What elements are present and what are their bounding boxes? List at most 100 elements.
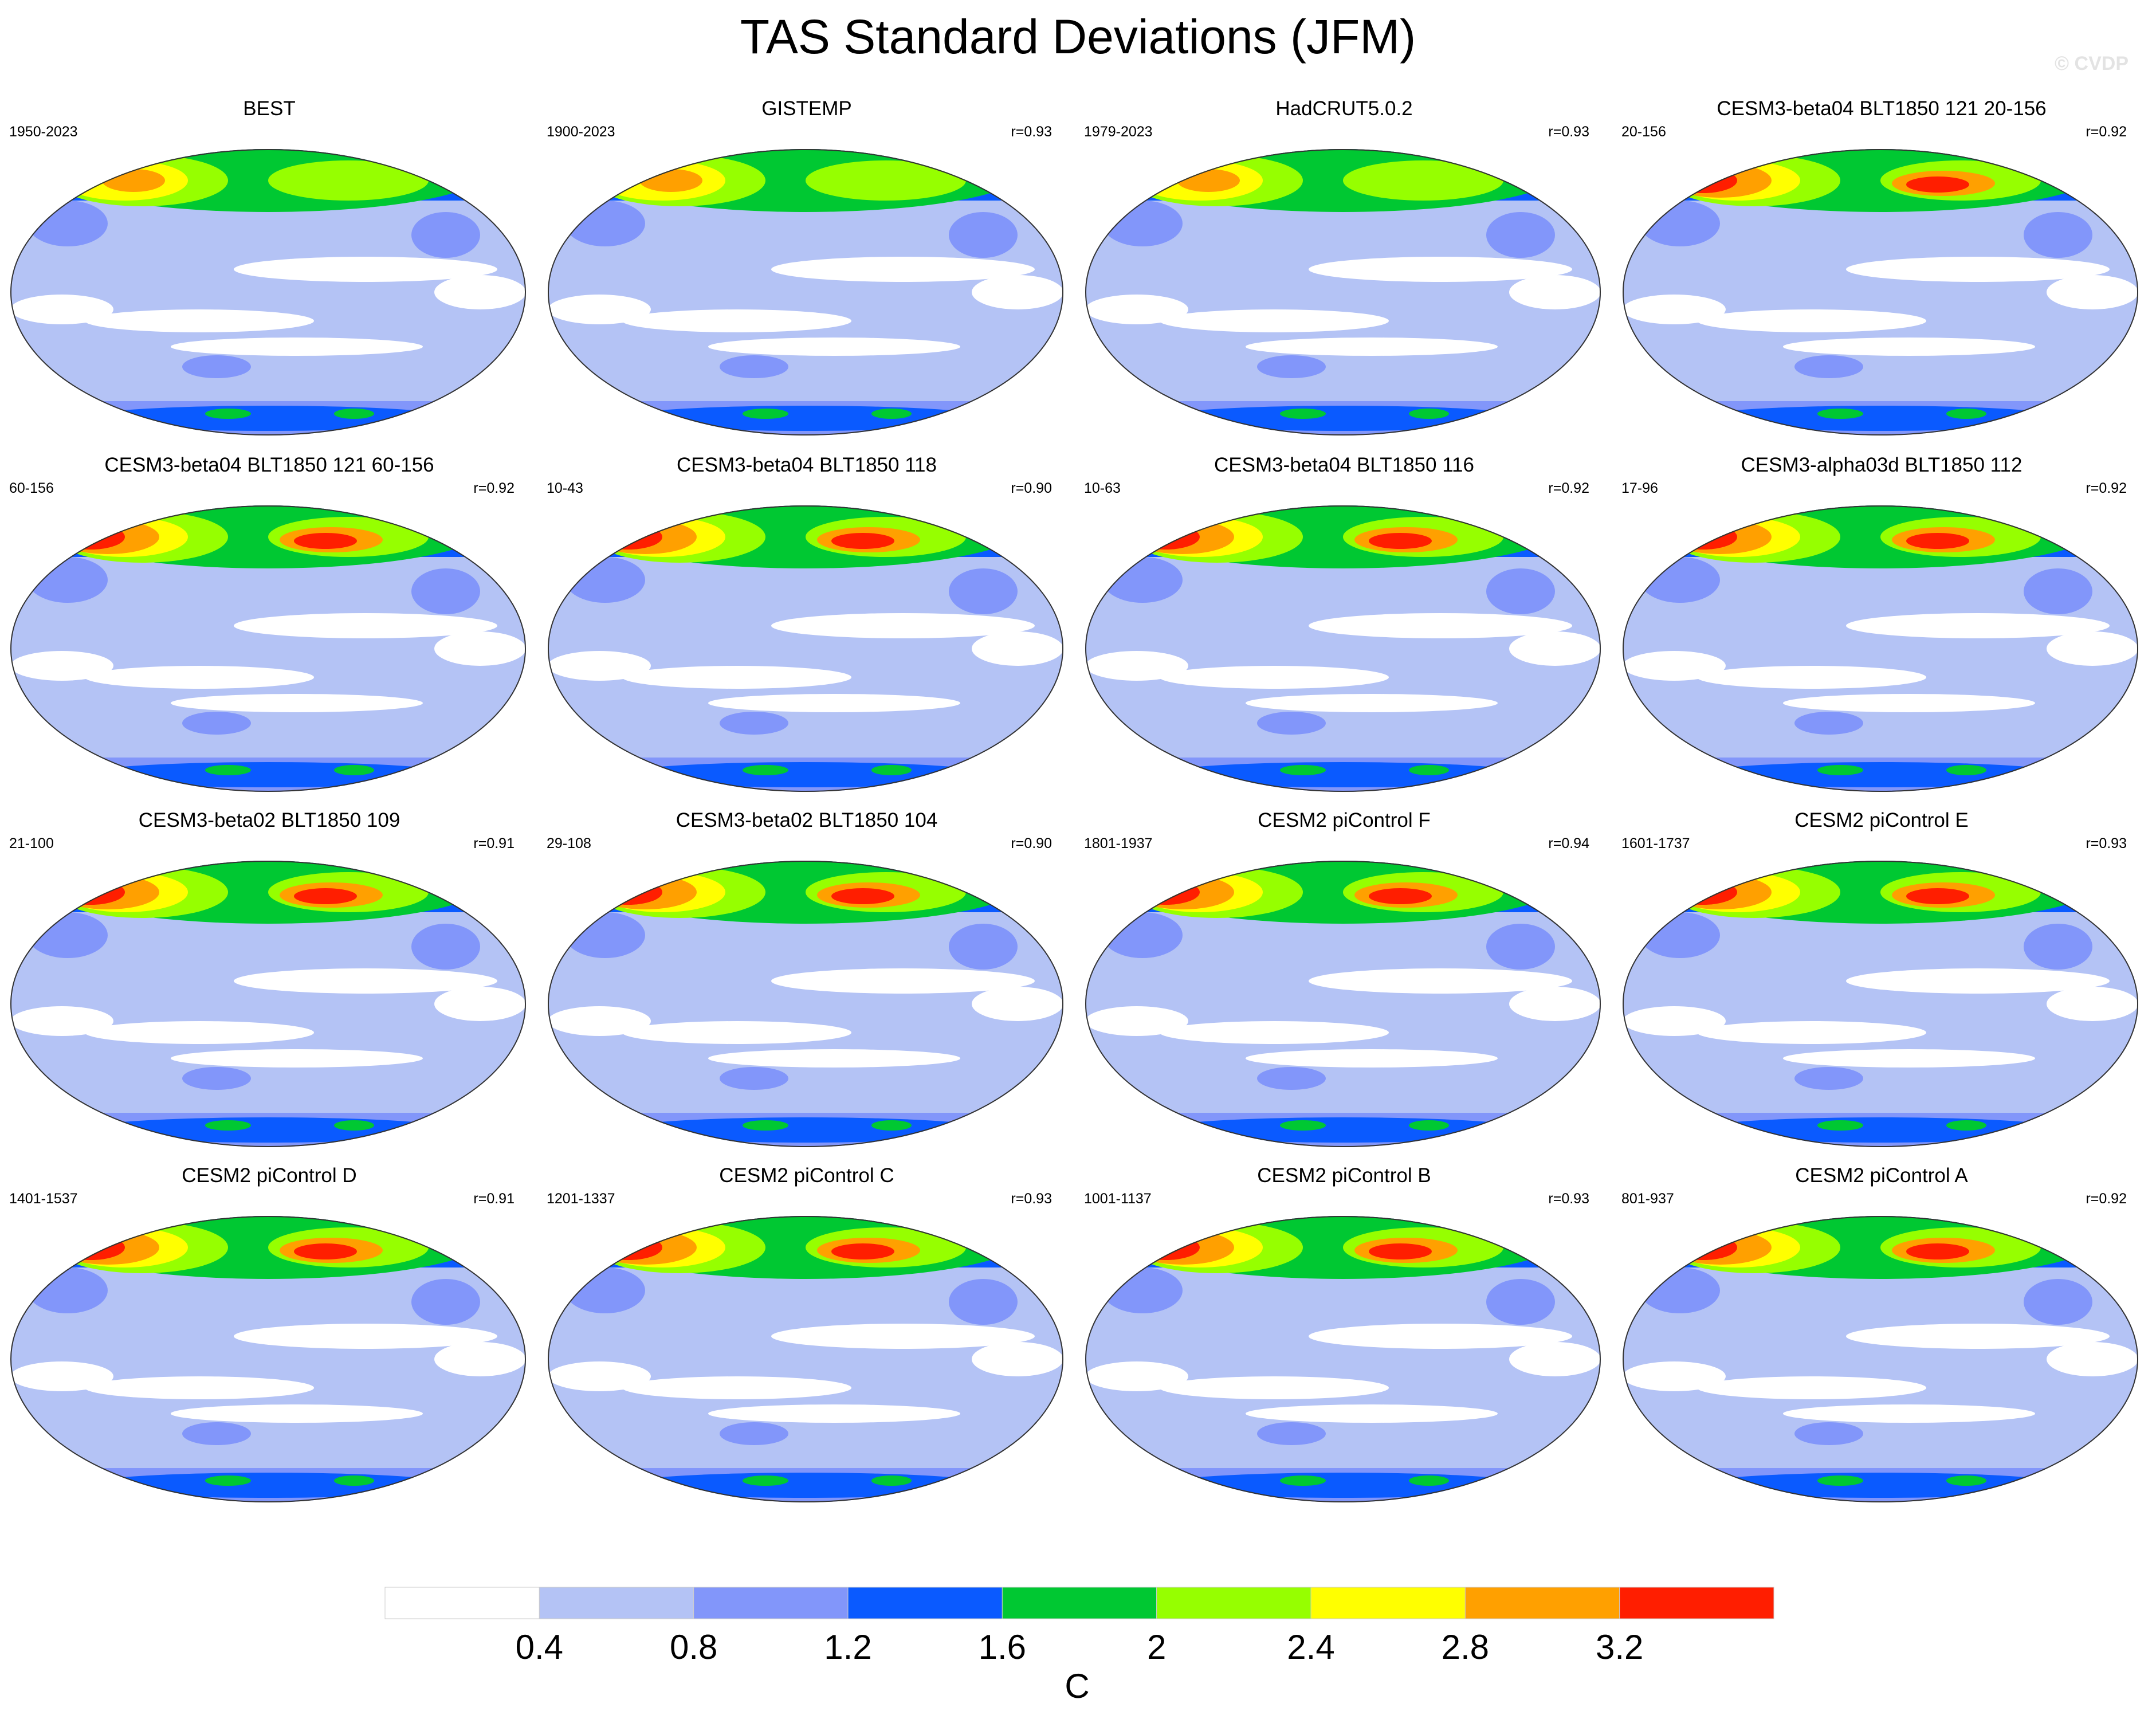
panel-correlation: r=0.93 xyxy=(1548,1191,1589,1207)
panel-correlation: r=0.91 xyxy=(473,1191,515,1207)
map-outline xyxy=(1085,1216,1601,1502)
midlat-patch xyxy=(565,557,645,603)
nh-band-above-3.2 xyxy=(1906,888,1969,904)
midlat-patch xyxy=(1257,355,1326,378)
low-variance-band xyxy=(171,1049,423,1068)
sh-band-1.6-2 xyxy=(205,1475,251,1486)
panel-period: 1201-1337 xyxy=(547,1191,615,1207)
nh-band-above-3.2 xyxy=(831,888,894,904)
tas-stddev-map xyxy=(1623,505,2138,792)
midlat-patch xyxy=(1102,201,1183,246)
low-variance-band xyxy=(10,651,113,681)
panel-title: CESM3-beta04 BLT1850 116 xyxy=(1214,454,1474,476)
panel-title: CESM2 piControl A xyxy=(1795,1164,1968,1187)
sh-band-1.2-1.6 xyxy=(1154,1473,1532,1498)
sh-band-1.6-2 xyxy=(1409,765,1449,775)
low-variance-band xyxy=(972,1342,1063,1376)
sh-band-1.2-1.6 xyxy=(79,1473,457,1498)
map-panel: HadCRUT5.0.2 1979-2023 r=0.93 xyxy=(1075,97,1613,441)
low-variance-band xyxy=(972,987,1063,1021)
low-variance-band xyxy=(1160,1021,1389,1044)
map-panel: GISTEMP 1900-2023 r=0.93 xyxy=(537,97,1076,441)
low-variance-band xyxy=(771,257,1035,282)
panel-correlation: r=0.94 xyxy=(1548,835,1589,851)
low-variance-band xyxy=(434,987,526,1021)
map-panel: CESM3-beta04 BLT1850 121 60-156 60-156 r=0… xyxy=(0,454,539,798)
sh-band-1.6-2 xyxy=(334,1475,374,1486)
nh-band-above-3.2 xyxy=(1906,533,1969,549)
colorbar-swatch xyxy=(1310,1587,1466,1619)
nh-band-2-2.4 xyxy=(806,160,966,201)
colorbar-swatch xyxy=(384,1587,540,1619)
low-variance-band xyxy=(1309,257,1572,282)
sh-band-1.6-2 xyxy=(205,409,251,419)
map-panel: CESM2 piControl D 1401-1537 r=0.91 xyxy=(0,1164,539,1508)
panel-title: CESM3-alpha03d BLT1850 112 xyxy=(1741,454,2023,476)
sh-band-1.6-2 xyxy=(205,765,251,775)
nh-band-above-3.2 xyxy=(1369,888,1432,904)
midlat-patch xyxy=(720,355,788,378)
colorbar-tick-label: 2.4 xyxy=(1287,1628,1335,1666)
map-panel: BEST 1950-2023 xyxy=(0,97,539,441)
sh-band-1.2-1.6 xyxy=(1691,1473,2069,1498)
low-variance-band xyxy=(2047,1342,2138,1376)
panel-period: 1401-1537 xyxy=(9,1191,78,1207)
sh-band-1.6-2 xyxy=(1817,765,1863,775)
map-outline xyxy=(1623,1216,2138,1502)
low-variance-band xyxy=(708,338,960,356)
low-variance-band xyxy=(1697,1021,1926,1044)
map-outline xyxy=(548,149,1063,435)
midlat-patch xyxy=(411,924,480,970)
nh-band-above-3.2 xyxy=(294,533,357,549)
map-outline xyxy=(548,505,1063,792)
sh-band-1.6-2 xyxy=(871,1120,912,1131)
low-variance-band xyxy=(708,694,960,712)
sh-band-1.2-1.6 xyxy=(616,1473,995,1498)
low-variance-band xyxy=(10,1361,113,1391)
midlat-patch xyxy=(1486,1279,1555,1325)
panel-title: GISTEMP xyxy=(761,97,852,120)
midlat-patch xyxy=(1640,912,1720,958)
nh-band-above-3.2 xyxy=(831,533,894,549)
colorbar-tick-label: 0.8 xyxy=(669,1628,718,1666)
panel-correlation: r=0.92 xyxy=(2086,1191,2127,1207)
tas-stddev-map xyxy=(1085,861,1601,1147)
map-outline xyxy=(1623,505,2138,792)
sh-band-1.6-2 xyxy=(1946,1120,1986,1131)
map-panel: CESM3-beta04 BLT1850 121 20-156 20-156 r=0… xyxy=(1612,97,2151,441)
tas-stddev-map xyxy=(1085,505,1601,792)
panel-correlation: r=0.92 xyxy=(2086,124,2127,140)
low-variance-band xyxy=(1309,1324,1572,1349)
map-outline xyxy=(10,1216,526,1502)
tas-stddev-map xyxy=(548,1216,1063,1502)
sh-band-1.2-1.6 xyxy=(1154,1117,1532,1143)
low-variance-band xyxy=(1509,987,1601,1021)
low-variance-band xyxy=(771,613,1035,638)
sh-band-1.6-2 xyxy=(1409,409,1449,419)
sh-band-1.6-2 xyxy=(743,409,788,419)
panel-period: 1801-1937 xyxy=(1084,835,1153,851)
low-variance-band xyxy=(1623,295,1726,324)
sh-band-1.2-1.6 xyxy=(1691,406,2069,431)
panel-period: 1900-2023 xyxy=(547,124,615,140)
midlat-patch xyxy=(182,1067,251,1090)
low-variance-band xyxy=(85,1376,314,1399)
panel-correlation: r=0.92 xyxy=(2086,480,2127,496)
panel-correlation: r=0.93 xyxy=(1548,124,1589,140)
midlat-patch xyxy=(949,924,1018,970)
low-variance-band xyxy=(548,651,651,681)
map-outline xyxy=(1085,149,1601,435)
sh-band-1.6-2 xyxy=(1280,1120,1326,1131)
tas-stddev-map xyxy=(1085,1216,1601,1502)
colorbar-swatch xyxy=(1002,1587,1157,1619)
low-variance-band xyxy=(622,666,851,689)
tas-stddev-map xyxy=(10,149,526,435)
colorbar-swatch xyxy=(1619,1587,1774,1619)
map-panel: CESM2 piControl B 1001-1137 r=0.93 xyxy=(1075,1164,1613,1508)
low-variance-band xyxy=(2047,987,2138,1021)
midlat-patch xyxy=(1102,912,1183,958)
midlat-patch xyxy=(1486,568,1555,614)
sh-band-1.6-2 xyxy=(743,1475,788,1486)
colorbar-tick-label: 0.4 xyxy=(515,1628,564,1666)
midlat-patch xyxy=(1794,1067,1863,1090)
